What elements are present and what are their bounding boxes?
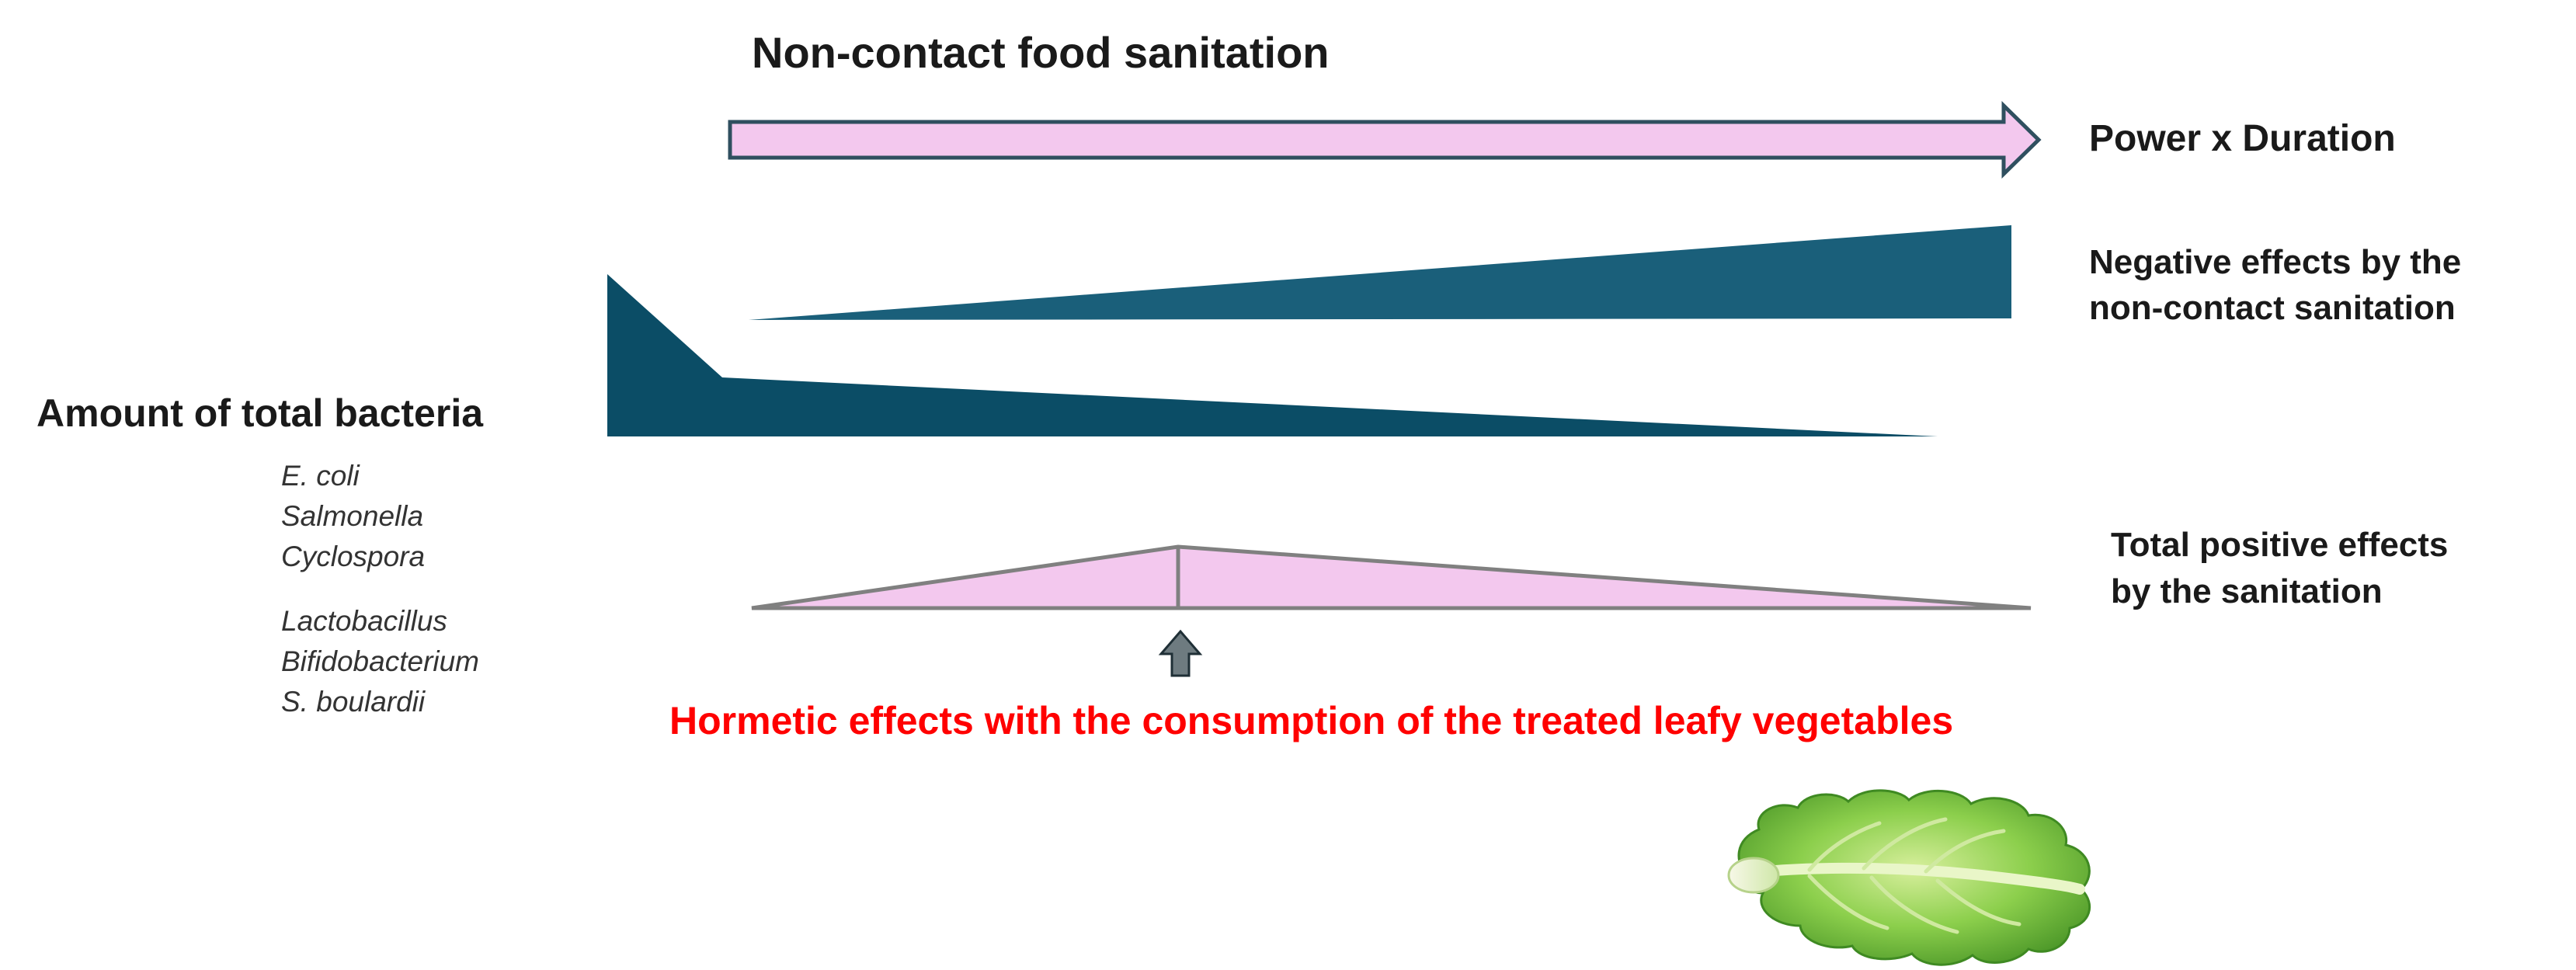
pathogen-item: Cyclospora	[281, 541, 425, 572]
bacteria-amount-shape	[607, 274, 1938, 436]
probiotic-item: Bifidobacterium	[281, 645, 479, 677]
hormetic-effects-label: Hormetic effects with the consumption of…	[669, 699, 1953, 742]
up-arrow-icon	[1158, 629, 1203, 677]
positive-effects-label-line2: by the sanitation	[2111, 572, 2383, 610]
pathogen-item: Salmonella	[281, 500, 423, 532]
negative-effects-label-line1: Negative effects by the	[2089, 243, 2461, 281]
power-duration-label: Power x Duration	[2089, 118, 2396, 159]
bacteria-amount-label: Amount of total bacteria	[37, 391, 484, 435]
lettuce-leaf-icon	[1727, 789, 2091, 966]
pathogen-item: E. coli	[281, 460, 361, 492]
positive-effects-triangle	[751, 544, 2032, 610]
right-arrow-icon	[728, 101, 2042, 179]
negative-effects-label-line2: non-contact sanitation	[2089, 289, 2456, 327]
probiotic-item: Lactobacillus	[281, 605, 447, 637]
negative-effects-wedge	[749, 225, 2011, 320]
probiotic-item: S. boulardii	[281, 686, 426, 718]
positive-effects-label-line1: Total positive effects	[2111, 526, 2448, 564]
diagram-title: Non-contact food sanitation	[752, 28, 1330, 77]
